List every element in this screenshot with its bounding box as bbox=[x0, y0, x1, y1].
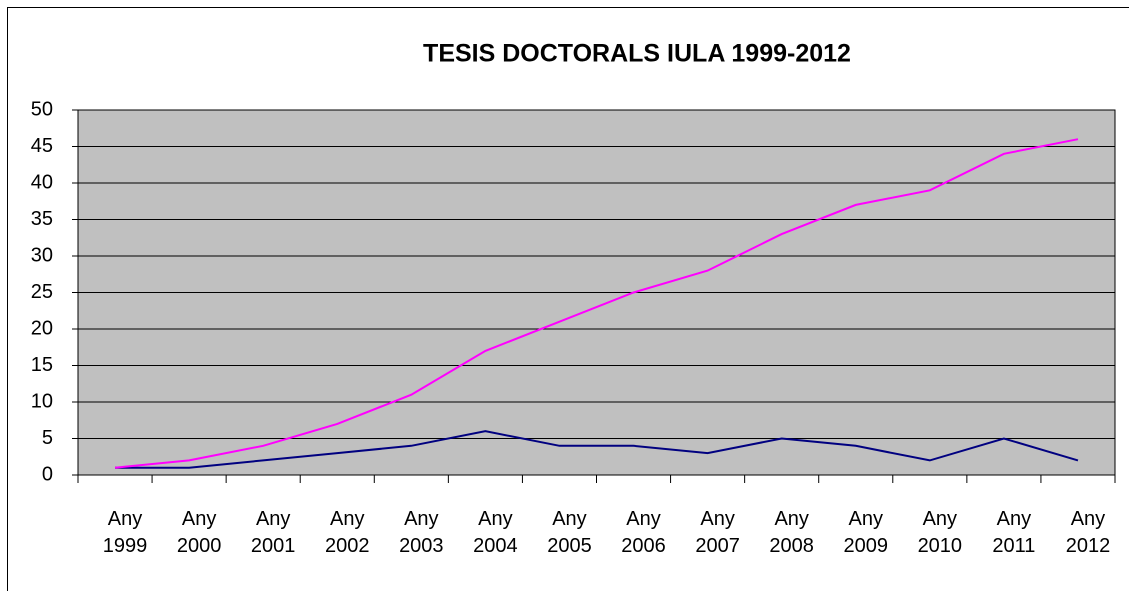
series-line bbox=[115, 430, 1079, 469]
y-tick-label: 25 bbox=[31, 281, 53, 303]
series-line bbox=[114, 138, 1079, 469]
chart-title: TESIS DOCTORALS IULA 1999-2012 bbox=[423, 40, 851, 68]
x-tick-label: Any 2008 bbox=[769, 508, 814, 557]
y-tick-label: 35 bbox=[31, 208, 53, 230]
y-tick-label: 5 bbox=[42, 427, 53, 449]
y-tick-label: 0 bbox=[42, 463, 53, 485]
x-tick-label: Any 2012 bbox=[1065, 508, 1111, 557]
y-tick-label: 15 bbox=[31, 354, 53, 376]
y-tick-label: 40 bbox=[31, 171, 53, 193]
x-tick-label: Any 2011 bbox=[992, 508, 1036, 557]
x-tick-label: Any 2000 bbox=[176, 508, 222, 557]
y-tick-label: 30 bbox=[31, 244, 53, 266]
y-tick-label: 45 bbox=[31, 135, 53, 157]
y-tick-label: 10 bbox=[31, 390, 53, 412]
y-tick-label: 20 bbox=[31, 317, 53, 339]
y-tick-label: 50 bbox=[31, 98, 53, 120]
x-tick-label: Any 2010 bbox=[917, 508, 963, 557]
x-tick-label: Any 2006 bbox=[621, 508, 666, 557]
x-tick-label: Any 2003 bbox=[399, 508, 444, 557]
x-tick-label: Any 1999 bbox=[102, 508, 148, 557]
x-tick-label: Any 2001 bbox=[250, 508, 296, 557]
x-tick-label: Any 2009 bbox=[843, 508, 889, 557]
x-tick-label: Any 2005 bbox=[547, 508, 592, 557]
x-tick-label: Any 2004 bbox=[473, 508, 518, 557]
x-tick-label: Any 2002 bbox=[325, 508, 370, 557]
x-tick-label: Any 2007 bbox=[695, 508, 740, 557]
